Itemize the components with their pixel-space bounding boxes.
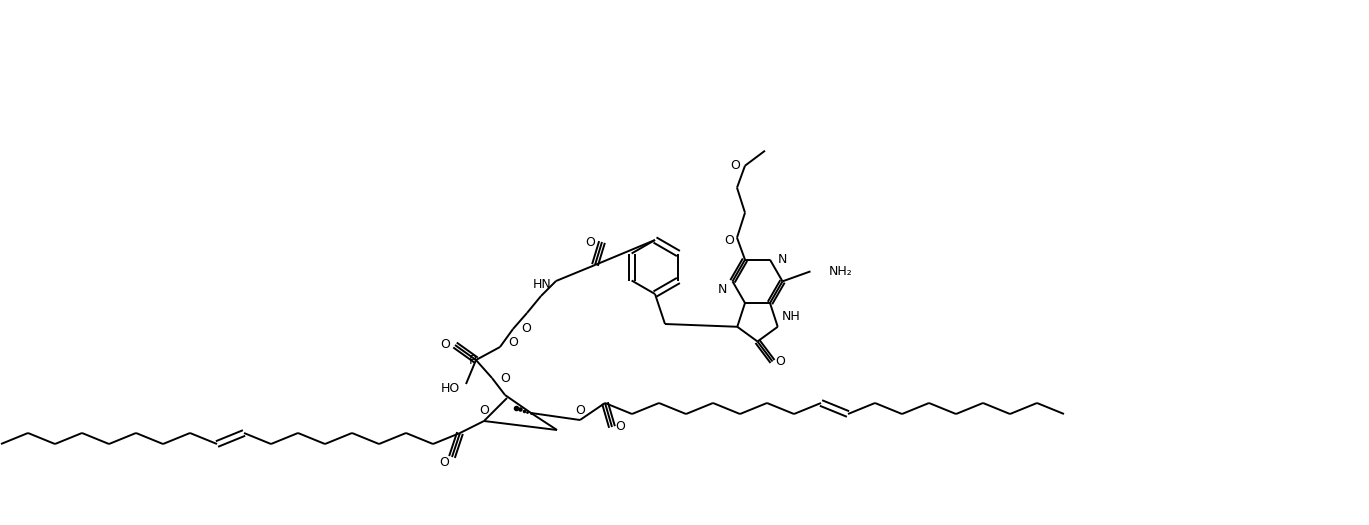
Text: N: N [778,253,787,266]
Text: O: O [776,355,786,368]
Text: O: O [439,339,450,352]
Text: N: N [719,283,727,296]
Text: P: P [468,353,476,366]
Text: O: O [724,234,734,247]
Text: O: O [575,404,585,416]
Text: O: O [585,236,596,248]
Text: O: O [479,404,489,417]
Text: O: O [615,421,624,434]
Text: NH: NH [782,310,801,323]
Text: O: O [730,159,739,172]
Text: O: O [439,457,449,469]
Text: O: O [522,322,531,335]
Text: O: O [500,372,509,384]
Text: HO: HO [441,382,460,394]
Text: NH₂: NH₂ [828,265,853,278]
Text: O: O [508,337,517,350]
Text: HN: HN [533,278,550,290]
